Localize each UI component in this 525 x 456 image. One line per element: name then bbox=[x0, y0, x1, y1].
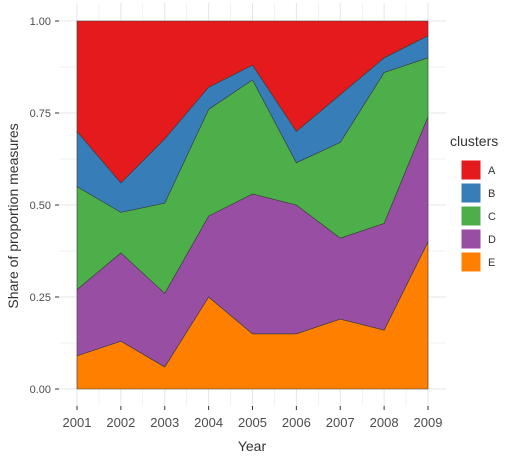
x-tick-label: 2005 bbox=[238, 415, 267, 430]
legend-label-B: B bbox=[488, 188, 495, 200]
x-tick-label: 2002 bbox=[106, 415, 135, 430]
legend-key-E bbox=[460, 251, 482, 273]
y-tick-label: 0.00 bbox=[30, 384, 51, 396]
y-tick-label: 0.50 bbox=[30, 200, 51, 212]
legend-title: clusters bbox=[450, 133, 498, 149]
x-tick-label: 2009 bbox=[414, 415, 443, 430]
x-tick-label: 2001 bbox=[63, 415, 92, 430]
x-tick-label: 2007 bbox=[326, 415, 355, 430]
x-axis-title: Year bbox=[238, 438, 267, 454]
y-tick-labels: 0.00 0.25 0.50 0.75 1.00 bbox=[30, 16, 59, 396]
legend-label-E: E bbox=[488, 257, 495, 269]
area-series-A bbox=[76, 20, 429, 184]
legend-key-A bbox=[460, 159, 482, 181]
y-tick-label: 1.00 bbox=[30, 16, 51, 28]
x-tick-label: 2004 bbox=[194, 415, 223, 430]
x-tick-label: 2008 bbox=[370, 415, 399, 430]
x-ticks: 2001 2002 2003 2004 2005 2006 2007 2008 2009 bbox=[63, 406, 443, 430]
legend-key-D bbox=[460, 228, 482, 250]
legend-key-C bbox=[460, 205, 482, 227]
legend-label-A: A bbox=[488, 165, 496, 177]
y-tick-label: 0.25 bbox=[30, 292, 51, 304]
area-series bbox=[76, 20, 429, 390]
legend-label-C: C bbox=[488, 211, 496, 223]
x-tick-label: 2003 bbox=[150, 415, 179, 430]
x-tick-label: 2006 bbox=[282, 415, 311, 430]
y-tick-label: 0.75 bbox=[30, 108, 51, 120]
legend-key-B bbox=[460, 182, 482, 204]
y-axis-title: Share of proportion measures bbox=[5, 123, 21, 308]
legend-label-D: D bbox=[488, 234, 496, 246]
